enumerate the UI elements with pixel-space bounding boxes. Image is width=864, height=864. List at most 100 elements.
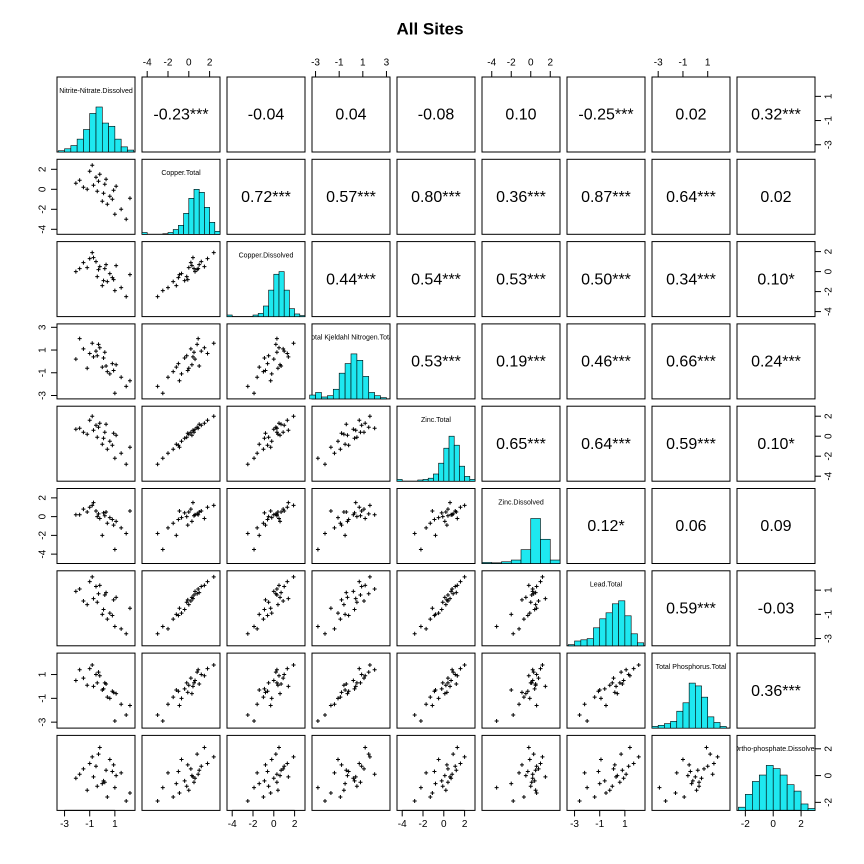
histogram-bar	[719, 726, 727, 729]
histogram-bar	[433, 473, 439, 482]
scatter-point	[188, 599, 193, 604]
scatter-point	[188, 260, 193, 265]
scatter-point	[155, 462, 160, 467]
scatter-point	[100, 612, 105, 617]
panel: 0.12*	[566, 488, 646, 564]
scatter-point	[266, 784, 271, 789]
scatter-point	[186, 509, 191, 514]
histogram-bar	[586, 638, 594, 647]
scatter-point	[444, 690, 449, 695]
scatter-point	[202, 345, 207, 350]
scatter-point	[621, 678, 626, 683]
scatter-point	[372, 772, 377, 777]
scatter-point	[261, 795, 266, 800]
scatter-point	[96, 425, 101, 430]
y-tick-label: -4	[824, 307, 835, 316]
histogram-bar	[779, 774, 788, 811]
scatter-point	[166, 770, 170, 775]
scatter-point	[196, 667, 201, 672]
panel: 0.53***	[396, 323, 476, 400]
scatter-point	[444, 762, 449, 767]
correlation-label: 0.10*	[757, 271, 794, 288]
scatter-point	[155, 294, 160, 299]
scatter-point	[412, 713, 417, 718]
scatter-point	[291, 574, 296, 579]
variable-name: Total Kjeldahl Nitrogen.Total	[308, 335, 395, 342]
scatter-point	[252, 456, 257, 461]
scatter-point	[345, 773, 350, 778]
histogram-bar	[95, 106, 103, 153]
scatter-point	[104, 768, 109, 773]
panel	[141, 652, 221, 729]
scatter-point	[95, 514, 100, 519]
panel-frame	[141, 323, 221, 400]
scatter-point	[90, 250, 95, 255]
scatter-point	[341, 602, 346, 607]
scatter-point	[211, 754, 216, 759]
scatter-point	[462, 663, 467, 668]
scatter-point	[533, 682, 538, 687]
scatter-point	[530, 776, 535, 781]
scatter-point	[274, 426, 279, 431]
scatter-point	[424, 525, 429, 530]
correlation-label: 0.65***	[496, 436, 546, 453]
scatter-point	[444, 523, 449, 528]
scatter-point	[245, 799, 250, 804]
y-tick-label: 2	[824, 746, 835, 752]
histogram-bar	[141, 232, 148, 235]
x-tick-label: -1	[85, 819, 94, 830]
scatter-point	[585, 718, 590, 723]
scatter-point	[188, 507, 193, 512]
scatter-point	[278, 773, 283, 778]
scatter-point	[711, 761, 716, 766]
scatter-point	[100, 688, 105, 693]
scatter-point	[708, 752, 713, 757]
scatter-point	[529, 780, 534, 785]
y-tick-label: 1	[38, 347, 49, 353]
histogram-bar	[800, 803, 809, 811]
scatter-point	[127, 703, 132, 708]
scatter-point	[77, 586, 82, 591]
y-tick-label: 0	[38, 186, 49, 192]
scatter-point	[530, 586, 535, 591]
scatter-point	[245, 462, 250, 467]
correlation-label: 0.80***	[411, 189, 461, 206]
scatter-point	[291, 663, 296, 668]
histogram-bar	[752, 781, 760, 811]
scatter-point	[95, 784, 100, 789]
panel-frame	[481, 323, 561, 400]
scatter-point	[111, 523, 116, 528]
scatter-point	[262, 436, 267, 441]
scatter-point	[339, 523, 344, 528]
panel-frame	[736, 652, 816, 729]
histogram-bar	[289, 308, 295, 317]
scatter-point	[523, 595, 528, 600]
scatter-point	[530, 772, 535, 777]
panel-frame	[481, 158, 561, 235]
scatter-point	[533, 788, 538, 793]
scatter-point	[353, 428, 358, 433]
y-tick-label: 2	[38, 495, 49, 501]
correlation-label: 0.24***	[751, 354, 801, 371]
panel-frame	[651, 323, 731, 400]
scatter-point	[274, 680, 279, 685]
scatter-point	[102, 430, 107, 435]
scatter-point	[281, 430, 286, 435]
scatter-point	[205, 351, 210, 356]
scatter-point	[196, 266, 201, 271]
scatter-point	[619, 670, 624, 675]
scatter-point	[509, 781, 514, 786]
scatter-point	[540, 754, 545, 759]
scatter-point	[534, 672, 539, 677]
y-tick-label: -2	[824, 797, 835, 806]
scatter-point	[366, 591, 371, 596]
scatter-point	[261, 617, 266, 622]
scatter-point	[205, 256, 210, 261]
scatter-point	[323, 713, 327, 718]
scatter-point	[353, 596, 358, 601]
panel: 0.36***	[481, 158, 561, 235]
scatter-point	[174, 365, 179, 370]
histogram-bar	[448, 435, 455, 482]
y-tick-label: 2	[824, 248, 835, 254]
scatter-point	[193, 776, 198, 781]
